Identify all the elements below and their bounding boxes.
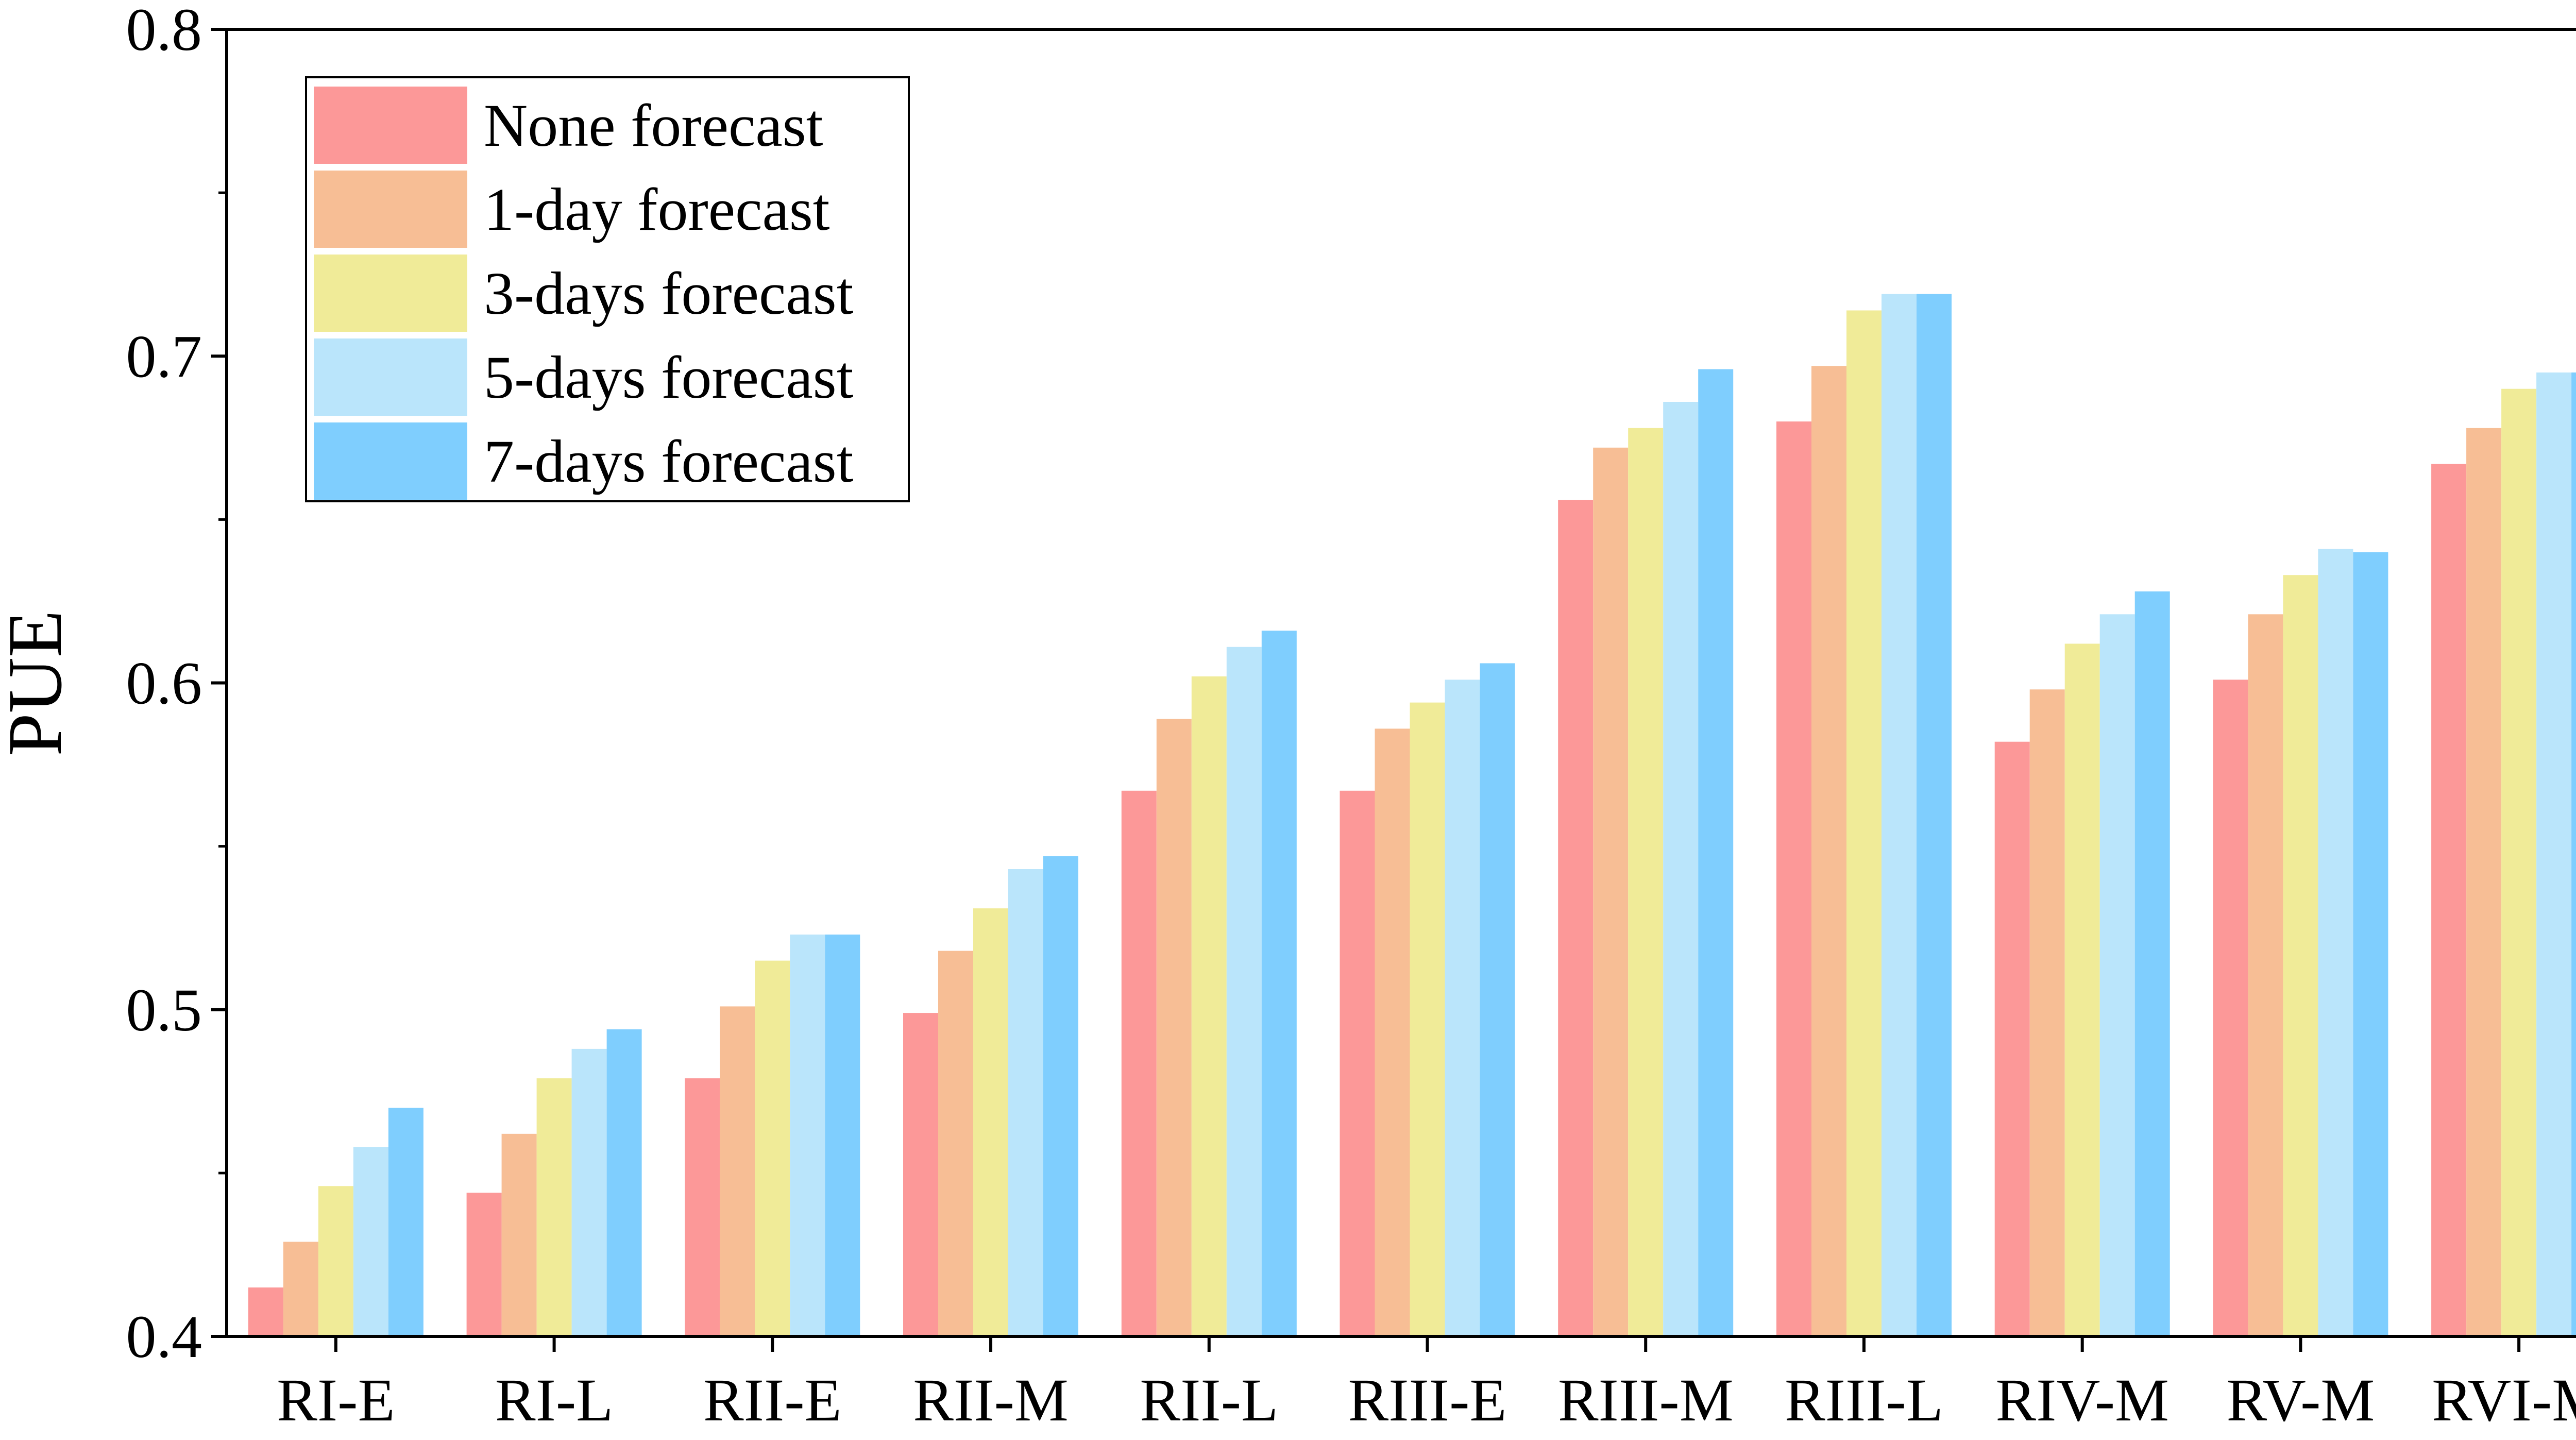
legend-swatch [314,422,467,500]
legend-label: 7-days forecast [484,428,854,495]
bar [973,908,1008,1336]
bars-layer [248,294,2576,1337]
bar [1846,310,1882,1336]
legend-label: 5-days forecast [484,344,854,411]
bar [1410,702,1445,1336]
bar [2466,428,2502,1336]
bar [2064,643,2100,1336]
bar [571,1048,607,1336]
legend: None forecast 1-day forecast 3-days foreca… [305,76,910,502]
bar [2318,549,2353,1336]
bar [1811,366,1846,1336]
bar [2248,614,2283,1336]
x-tick-label: RIII-E [1348,1366,1507,1434]
bar [318,1186,353,1336]
bar [1698,369,1734,1336]
bar [353,1147,388,1336]
bar [2029,689,2065,1336]
bar [1593,447,1629,1336]
legend-label: None forecast [484,92,823,159]
bar [1480,663,1515,1336]
bar [388,1108,423,1336]
bar [2134,591,2170,1336]
y-tick-label: 0.5 [126,976,202,1044]
legend-swatch [314,171,467,248]
bar [1994,741,2030,1336]
bar [466,1192,502,1336]
bar [685,1078,720,1336]
bar [606,1029,642,1336]
legend-label: 1-day forecast [484,176,830,243]
bar [1156,719,1192,1336]
bar [2099,614,2135,1336]
bar [501,1133,537,1336]
bar [720,1006,755,1336]
bar [825,934,860,1336]
x-tick-label: RI-L [495,1366,613,1434]
bar [1261,631,1297,1336]
bar [1375,729,1410,1336]
x-tick-label: RIII-L [1785,1366,1943,1434]
y-tick-label: 0.4 [126,1303,202,1370]
x-tick-label: RV-M [2226,1366,2375,1434]
bar [1043,856,1078,1336]
y-axis: 0.4 0.5 0.6 0.7 0.8 [126,0,227,1370]
bar [248,1287,283,1336]
legend-swatch [314,338,467,416]
bar [903,1013,938,1336]
bar [1917,294,1952,1337]
bar [2571,372,2576,1336]
y-axis-label: PUE [0,610,78,756]
x-tick-label: RII-M [913,1366,1069,1434]
bar [2283,575,2318,1336]
legend-label: 3-days forecast [484,260,854,327]
bar [1628,428,1664,1336]
bar [2353,552,2388,1336]
bar [790,934,825,1336]
bar [2431,464,2467,1336]
bar [1226,647,1262,1336]
legend-swatch [314,87,467,164]
y-tick-label: 0.8 [126,0,202,63]
bar [1121,790,1157,1336]
x-axis: RI-E RI-L RII-E RII-M RII-L RIII-E RIII-M RIII-… [277,1336,2576,1434]
bar [2536,372,2572,1336]
bar [283,1242,318,1336]
bar [1340,790,1375,1336]
bar [1558,500,1594,1336]
x-tick-label: RI-E [277,1366,395,1434]
bar [938,951,973,1336]
bar [1776,421,1811,1336]
legend-swatch [314,255,467,332]
bar [1445,680,1480,1336]
bar [1008,869,1043,1336]
bar [1663,402,1699,1336]
x-tick-label: RIV-M [1995,1366,2169,1434]
bar [2501,388,2537,1337]
x-tick-label: RVI-M [2432,1366,2576,1434]
bar [1191,676,1227,1336]
bar [1882,294,1917,1337]
x-tick-label: RII-E [703,1366,842,1434]
y-tick-label: 0.7 [126,323,202,390]
x-tick-label: RIII-M [1558,1366,1734,1434]
y-tick-label: 0.6 [126,650,202,717]
bar [2213,680,2248,1336]
bar [755,960,790,1336]
bar [536,1078,572,1336]
x-tick-label: RII-L [1140,1366,1278,1434]
